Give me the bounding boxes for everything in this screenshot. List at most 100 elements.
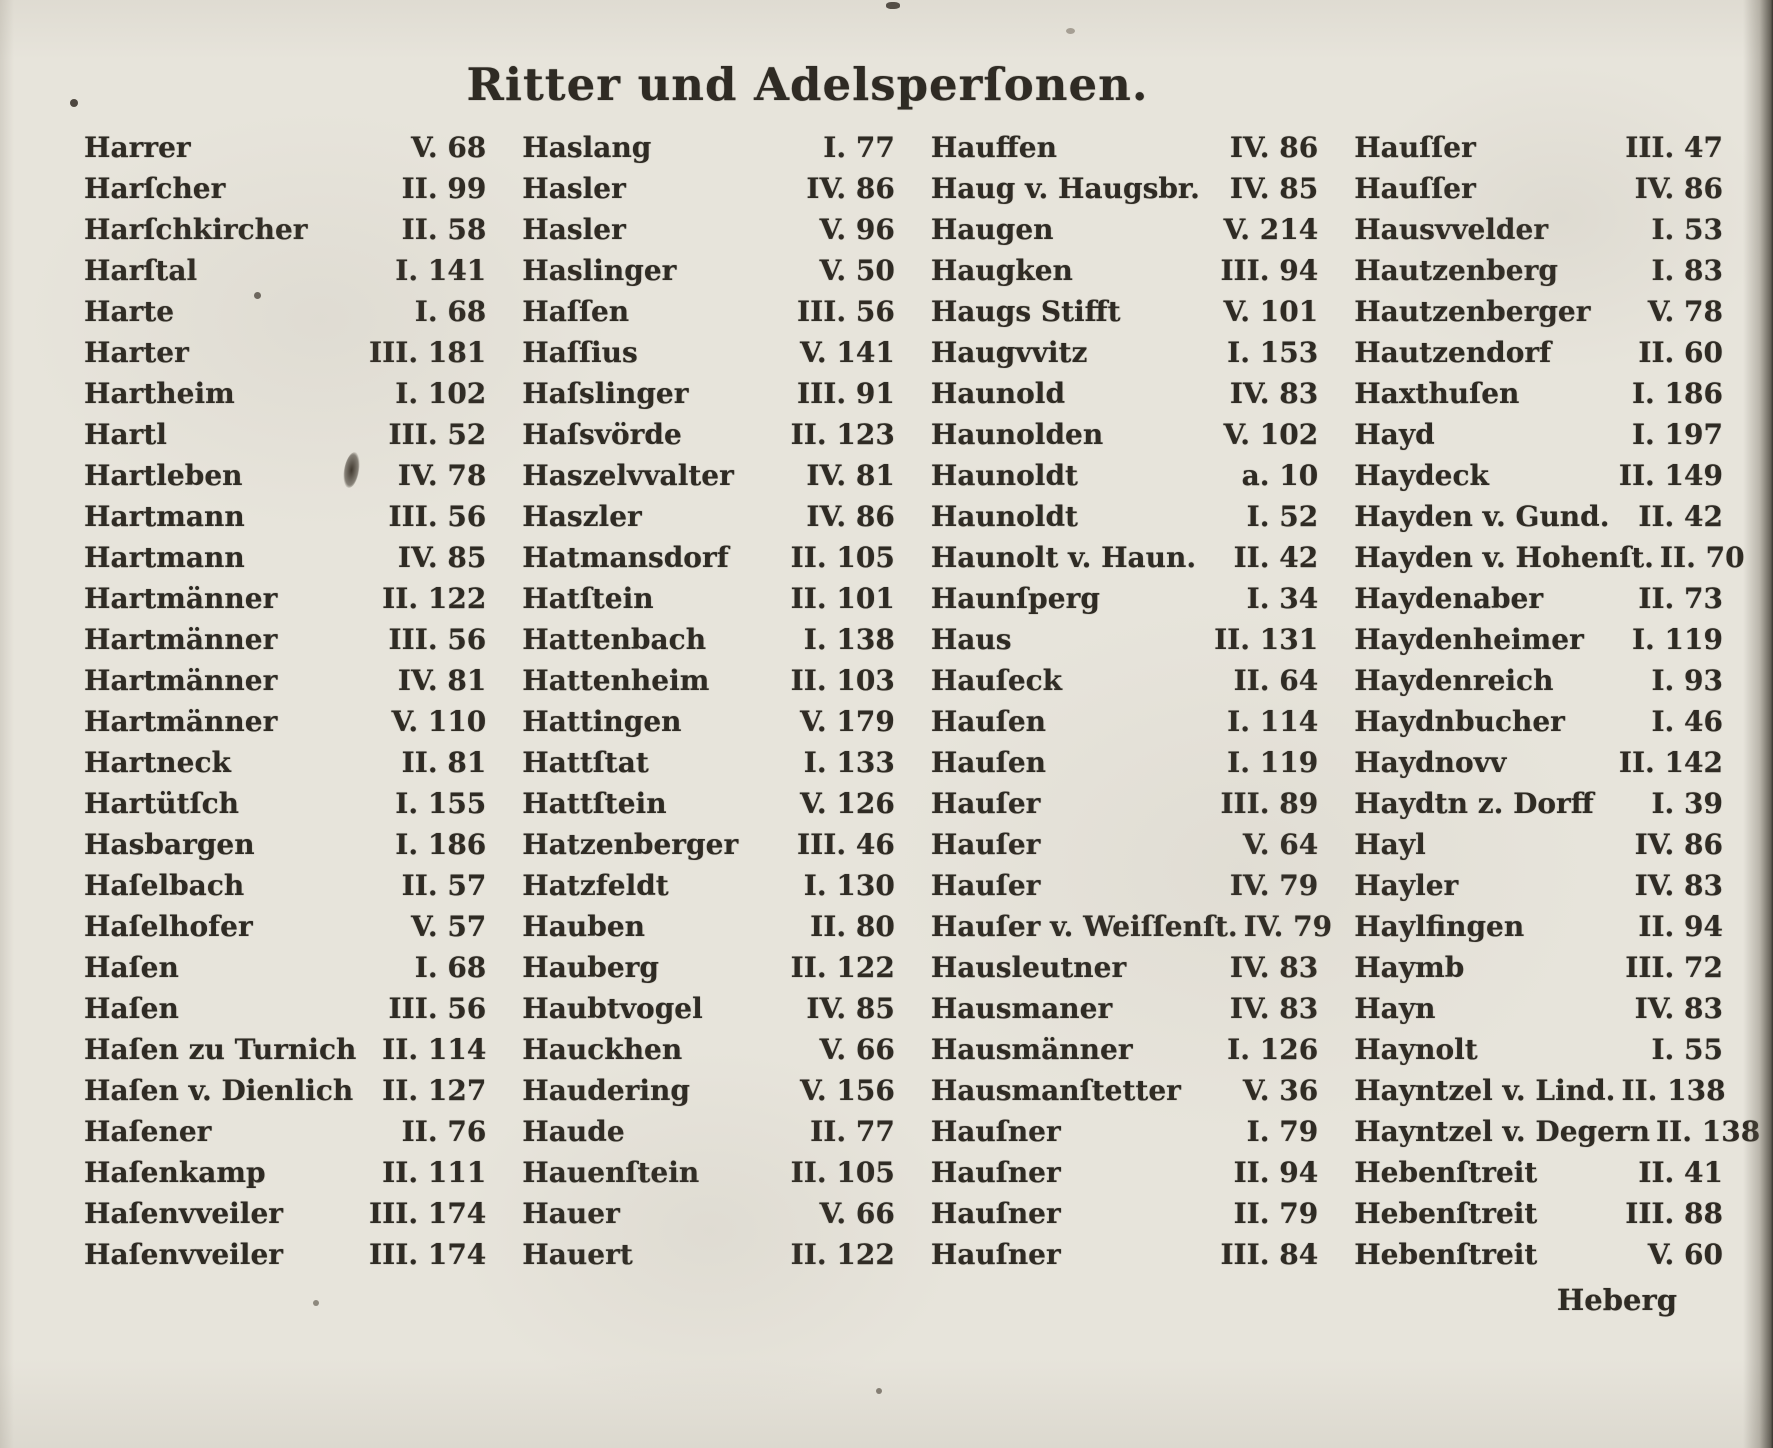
index-entry: Harte I. 68 bbox=[84, 295, 486, 336]
entry-name: Haſen bbox=[84, 951, 179, 984]
index-entry: Haus II. 131 bbox=[931, 623, 1318, 664]
entry-ref: I. 186 bbox=[395, 828, 487, 861]
entry-name: Hausvvelder bbox=[1354, 213, 1549, 246]
index-entry: Hauſer IV. 79 bbox=[931, 869, 1318, 910]
index-column: Harrer V. 68 Harſcher II. 99 Harſchkircher II… bbox=[84, 131, 486, 1279]
index-entry: Hauſner II. 79 bbox=[931, 1197, 1318, 1238]
index-entry: Hartheim I. 102 bbox=[84, 377, 486, 418]
entry-ref: II. 122 bbox=[790, 1238, 895, 1271]
index-entry: Haudering V. 156 bbox=[522, 1074, 895, 1115]
entry-ref: II. 114 bbox=[382, 1033, 487, 1066]
entry-ref: III. 88 bbox=[1625, 1197, 1723, 1230]
entry-ref: II. 80 bbox=[810, 910, 895, 943]
entry-ref: I. 119 bbox=[1631, 623, 1723, 656]
entry-ref: III. 174 bbox=[369, 1238, 487, 1271]
entry-ref: III. 52 bbox=[388, 418, 487, 451]
index-entry: Hauſer III. 89 bbox=[931, 787, 1318, 828]
entry-name: Hauſner bbox=[930, 1115, 1061, 1148]
entry-name: Harrer bbox=[84, 131, 191, 164]
index-entry: Haunſperg I. 34 bbox=[931, 582, 1318, 623]
entry-name: Hattingen bbox=[522, 705, 682, 738]
entry-ref: IV. 81 bbox=[397, 664, 487, 697]
entry-name: Hauffen bbox=[930, 131, 1057, 164]
entry-ref: V. 50 bbox=[819, 254, 895, 287]
index-entry: Hautzenberg I. 83 bbox=[1354, 254, 1723, 295]
entry-ref: IV. 81 bbox=[806, 459, 895, 492]
index-entry: Hattſtein V. 126 bbox=[522, 787, 895, 828]
entry-ref: I. 52 bbox=[1246, 500, 1319, 533]
entry-name: Hartmänner bbox=[84, 664, 278, 697]
entry-ref: II. 76 bbox=[401, 1115, 487, 1148]
entry-ref: II. 123 bbox=[790, 418, 895, 451]
index-entry: Haydeck II. 149 bbox=[1354, 459, 1723, 500]
entry-name: Hauſer bbox=[930, 787, 1041, 820]
entry-ref: II. 138 bbox=[1656, 1115, 1761, 1148]
entry-ref: I. 133 bbox=[803, 746, 895, 779]
index-entry: Haude II. 77 bbox=[522, 1115, 895, 1156]
entry-ref: IV. 83 bbox=[1229, 992, 1319, 1025]
entry-name: Haſen zu Turnich bbox=[84, 1033, 357, 1066]
catchword: Heberg bbox=[1556, 1283, 1677, 1317]
index-entry: Haugken III. 94 bbox=[931, 254, 1318, 295]
entry-ref: I. 197 bbox=[1631, 418, 1723, 451]
entry-ref: V. 96 bbox=[819, 213, 895, 246]
entry-name: Hattſtat bbox=[522, 746, 649, 779]
entry-name: Hauben bbox=[522, 910, 646, 943]
entry-name: Hatſtein bbox=[522, 582, 654, 615]
index-entry: Haubtvogel IV. 85 bbox=[522, 992, 895, 1033]
entry-name: Haſener bbox=[84, 1115, 212, 1148]
entry-ref: II. 94 bbox=[1638, 910, 1723, 943]
index-entry: Hauſſer III. 47 bbox=[1354, 131, 1723, 172]
entry-name: Haydenheimer bbox=[1354, 623, 1584, 656]
index-entry: Haydenheimer I. 119 bbox=[1354, 623, 1723, 664]
entry-ref: V. 57 bbox=[411, 910, 487, 943]
entry-name: Haydenaber bbox=[1354, 582, 1544, 615]
index-entry: Haunolt v. Haun. II. 42 bbox=[931, 541, 1318, 582]
entry-ref: IV. 86 bbox=[806, 500, 895, 533]
index-entry: Haydnbucher I. 46 bbox=[1354, 705, 1723, 746]
index-entry: Haylfingen II. 94 bbox=[1354, 910, 1723, 951]
entry-ref: V. 66 bbox=[819, 1033, 895, 1066]
entry-ref: V. 64 bbox=[1242, 828, 1319, 861]
entry-name: Haunoldt bbox=[930, 459, 1078, 492]
index-entry: Haydenreich I. 93 bbox=[1354, 664, 1723, 705]
entry-name: Hebenſtreit bbox=[1354, 1156, 1538, 1189]
entry-name: Haunſperg bbox=[930, 582, 1100, 615]
entry-name: Haugken bbox=[930, 254, 1073, 287]
index-entry: Hartütſch I. 155 bbox=[84, 787, 486, 828]
entry-ref: I. 153 bbox=[1227, 336, 1319, 369]
entry-ref: III. 56 bbox=[797, 295, 895, 328]
index-entry: Hauben II. 80 bbox=[522, 910, 895, 951]
entry-name: Harſchkircher bbox=[84, 213, 308, 246]
index-entry: Haſsvörde II. 123 bbox=[522, 418, 895, 459]
index-entry: Haugen V. 214 bbox=[931, 213, 1318, 254]
index-entry: Haſſen III. 56 bbox=[522, 295, 895, 336]
entry-ref: IV. 83 bbox=[1229, 951, 1319, 984]
entry-name: Haydeck bbox=[1354, 459, 1489, 492]
entry-name: Haunold bbox=[930, 377, 1066, 410]
entry-name: Hauſen bbox=[930, 746, 1046, 779]
entry-name: Hayden v. Hohenſt. bbox=[1354, 541, 1654, 574]
entry-ref: II. 42 bbox=[1638, 500, 1723, 533]
entry-name: Harte bbox=[84, 295, 175, 328]
index-entry: Haſſius V. 141 bbox=[522, 336, 895, 377]
entry-ref: V. 214 bbox=[1223, 213, 1319, 246]
entry-ref: V. 141 bbox=[800, 336, 895, 369]
entry-name: Hauſſer bbox=[1354, 172, 1476, 205]
entry-ref: II. 41 bbox=[1638, 1156, 1723, 1189]
index-entry: Haslang I. 77 bbox=[522, 131, 895, 172]
entry-name: Haſslinger bbox=[522, 377, 689, 410]
entry-ref: V. 156 bbox=[800, 1074, 895, 1107]
entry-ref: IV. 86 bbox=[1634, 828, 1723, 861]
entry-name: Haymb bbox=[1354, 951, 1465, 984]
index-entry: Hartmänner III. 56 bbox=[84, 623, 486, 664]
entry-ref: II. 58 bbox=[401, 213, 487, 246]
index-entry: Hautzenberger V. 78 bbox=[1354, 295, 1723, 336]
entry-name: Haſen bbox=[84, 992, 179, 1025]
entry-ref: II. 138 bbox=[1621, 1074, 1726, 1107]
index-entry: Hattſtat I. 133 bbox=[522, 746, 895, 787]
index-entry: Haſen zu Turnich II. 114 bbox=[84, 1033, 486, 1074]
index-entry: Hauſen I. 114 bbox=[931, 705, 1318, 746]
entry-name: Haunolden bbox=[930, 418, 1104, 451]
entry-ref: II. 142 bbox=[1618, 746, 1723, 779]
